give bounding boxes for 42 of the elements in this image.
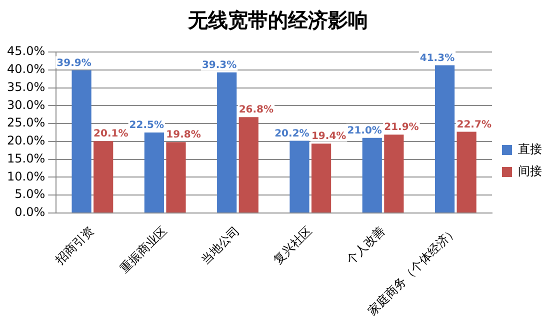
bar — [290, 140, 310, 212]
y-tick-label: 35.0% — [6, 80, 46, 94]
y-tick-label: 15.0% — [6, 151, 46, 166]
y-tick-label: 0.0% — [14, 205, 46, 220]
y-tick-label: 10.0% — [6, 169, 46, 184]
y-tick-label: 25.0% — [6, 116, 46, 130]
data-label: 21.0% — [347, 125, 382, 136]
bar — [384, 134, 404, 212]
data-label: 22.7% — [456, 119, 492, 130]
y-tick-label: 5.0% — [14, 187, 46, 202]
data-label: 20.2% — [274, 128, 310, 140]
data-label: 20.1% — [94, 128, 128, 140]
x-tick-label: 重振商业区 — [117, 223, 170, 276]
bar — [434, 65, 455, 212]
bar — [311, 144, 332, 212]
y-tick-label: 45.0% — [6, 44, 46, 58]
data-label: 19.8% — [166, 130, 201, 141]
x-tick-label: 招商引资 — [52, 223, 97, 268]
bar — [217, 72, 237, 212]
x-tick-label: 个人改善 — [344, 223, 388, 268]
bar — [456, 132, 476, 212]
data-label: 39.3% — [202, 60, 237, 71]
data-label: 41.3% — [420, 52, 455, 64]
x-tick-label: 当地公司 — [198, 223, 242, 268]
legend-label: 直接 — [518, 142, 542, 156]
bar — [72, 70, 92, 212]
chart-title: 无线宽带的经济影响 — [187, 8, 368, 32]
bar — [362, 138, 382, 212]
data-label: 19.4% — [311, 131, 346, 142]
y-tick-label: 30.0% — [6, 98, 46, 112]
y-tick-label: 20.0% — [6, 134, 46, 148]
data-label: 26.8% — [238, 104, 274, 116]
bar — [166, 142, 186, 212]
bar — [94, 141, 114, 212]
data-label: 39.9% — [56, 58, 92, 69]
x-tick-label: 复兴社区 — [270, 223, 315, 268]
bar — [238, 117, 258, 212]
data-label: 21.9% — [384, 122, 419, 134]
legend-label: 间接 — [518, 164, 542, 178]
y-tick-label: 40.0% — [6, 62, 46, 76]
data-label: 22.5% — [129, 120, 164, 132]
bar — [144, 132, 164, 212]
